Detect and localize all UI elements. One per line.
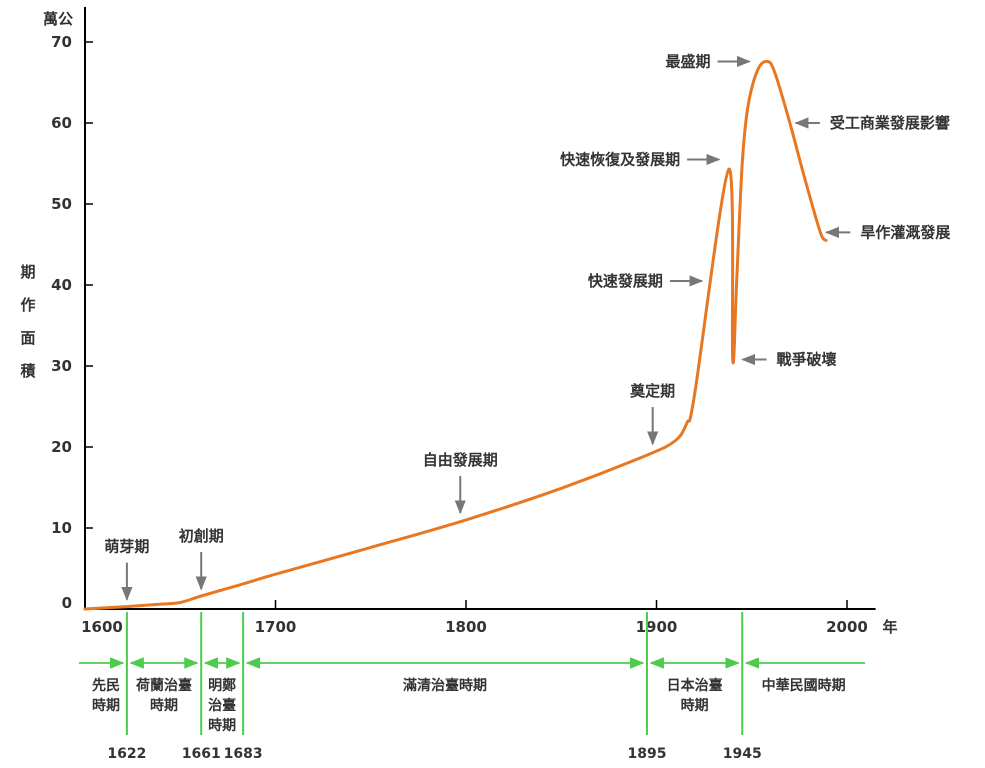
y-tick-label: 20 (51, 438, 72, 456)
y-tick-label: 70 (51, 33, 72, 51)
period-label-4: 日本治臺時期 (667, 677, 723, 714)
period-label-3: 滿清治臺時期 (402, 677, 487, 694)
boundary-year-1945: 1945 (723, 746, 762, 762)
boundary-year-1683: 1683 (224, 746, 263, 762)
y-axis-label: 期作面積 (19, 263, 36, 380)
annotation-0-label: 萌芽期 (104, 538, 149, 556)
period-label-5: 中華民國時期 (762, 677, 846, 694)
y-tick-label: 0 (62, 594, 72, 612)
annotation-4-label: 快速發展期 (588, 272, 663, 290)
x-tick-label: 1900 (636, 618, 678, 636)
annotation-1-label: 初創期 (179, 527, 224, 545)
annotation-3-label: 奠定期 (629, 382, 675, 400)
period-label-2: 明鄭治臺時期 (208, 677, 236, 734)
x-tick-label: 1600 (81, 618, 123, 636)
annotation-5-label: 戰爭破壞 (777, 351, 837, 369)
x-tick-label: 1700 (255, 618, 297, 636)
annotation-7-label: 最盛期 (666, 52, 711, 70)
annotation-9-label: 旱作灌溉發展 (860, 223, 950, 241)
x-unit-label: 年 (882, 618, 897, 636)
y-tick-label: 10 (51, 519, 72, 537)
y-unit-label: 萬公 (43, 10, 73, 28)
period-label-0: 先民時期 (92, 677, 120, 714)
boundary-year-1622: 1622 (107, 746, 146, 762)
annotation-2-label: 自由發展期 (423, 451, 498, 469)
annotation-8-label: 受工商業發展影響 (830, 114, 950, 132)
y-tick-label: 60 (51, 114, 72, 132)
boundary-year-1895: 1895 (627, 746, 666, 762)
y-tick-label: 40 (51, 276, 72, 294)
y-tick-label: 50 (51, 195, 72, 213)
y-tick-label: 30 (51, 357, 72, 375)
boundary-year-1661: 1661 (182, 746, 221, 762)
x-tick-label: 2000 (826, 618, 868, 636)
period-label-1: 荷蘭治臺時期 (135, 677, 192, 714)
series-line-0 (83, 59, 828, 611)
x-tick-label: 1800 (445, 618, 487, 636)
annotation-6-label: 快速恢復及發展期 (560, 150, 680, 168)
